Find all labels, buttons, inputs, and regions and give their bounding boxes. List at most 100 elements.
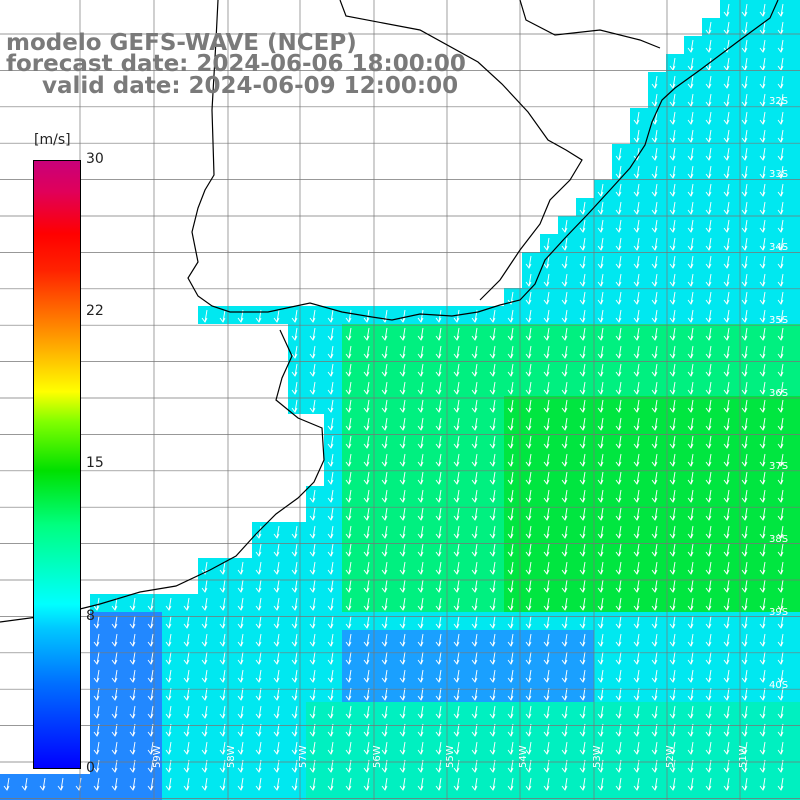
wind-speed-cell [270,774,288,792]
wind-speed-cell [720,378,738,396]
wind-speed-cell [468,306,486,324]
wind-arrow [633,453,640,467]
wind-arrow [723,327,730,341]
wind-speed-cell [486,306,504,324]
wind-speed-cell [414,432,432,450]
wind-arrow [597,777,604,791]
wind-speed-cell [756,18,774,36]
wind-speed-cell [252,756,270,774]
wind-speed-cell [720,558,738,576]
wind-speed-cell [648,306,666,324]
wind-arrow [705,237,712,251]
wind-speed-cell [342,792,360,800]
wind-speed-cell [432,558,450,576]
wind-arrow [291,309,298,323]
wind-arrow [633,183,640,197]
wind-arrow [723,705,730,719]
wind-speed-cell [612,468,630,486]
wind-speed-cell [306,702,324,720]
wind-arrow [741,165,748,179]
wind-arrow [597,273,604,287]
latitude-label: 36S [769,388,788,399]
wind-speed-cell [648,576,666,594]
wind-speed-cell [720,702,738,720]
wind-arrow [507,669,514,683]
wind-arrow [759,129,766,143]
wind-speed-cell [468,702,486,720]
wind-arrow [705,39,712,53]
wind-speed-cell [486,522,504,540]
wind-arrow [543,291,550,305]
wind-arrow [723,741,730,755]
wind-speed-cell [486,378,504,396]
wind-arrow [543,345,550,359]
wind-speed-cell [432,540,450,558]
wind-speed-cell [648,396,666,414]
wind-speed-cell [360,702,378,720]
wind-speed-cell [450,738,468,756]
wind-arrow [219,705,226,719]
wind-speed-cell [216,774,234,792]
wind-arrow [183,633,190,647]
wind-arrow [327,579,334,593]
wind-speed-cell [540,504,558,522]
wind-speed-cell [774,558,792,576]
wind-speed-cell [558,648,576,666]
wind-speed-cell [540,450,558,468]
wind-speed-cell [684,144,702,162]
wind-speed-cell [702,216,720,234]
wind-arrow [741,345,748,359]
wind-arrow [669,111,676,125]
wind-speed-cell [72,792,90,800]
wind-speed-cell [108,702,126,720]
wind-speed-cell [684,108,702,126]
wind-arrow [651,147,658,161]
wind-arrow [579,435,586,449]
wind-speed-cell [666,738,684,756]
wind-speed-cell [180,720,198,738]
wind-speed-cell [396,756,414,774]
wind-speed-cell [306,792,324,800]
wind-speed-cell [432,792,450,800]
wind-speed-cell [792,234,800,252]
wind-arrow [669,489,676,503]
wind-speed-cell [162,738,180,756]
wind-speed-cell [234,666,252,684]
wind-speed-cell [648,378,666,396]
wind-arrow [489,633,496,647]
wind-arrow [759,57,766,71]
wind-speed-cell [684,288,702,306]
wind-arrow [561,237,568,251]
wind-arrow [633,489,640,503]
wind-speed-cell [684,774,702,792]
wind-speed-cell [504,576,522,594]
wind-arrow [561,417,568,431]
wind-speed-cell [504,432,522,450]
wind-arrow [417,579,424,593]
wind-arrow [489,723,496,737]
wind-speed-cell [450,792,468,800]
wind-speed-cell [432,522,450,540]
wind-arrow [723,615,730,629]
wind-arrow [651,669,658,683]
wind-speed-cell [594,576,612,594]
wind-speed-cell [630,126,648,144]
wind-speed-cell [486,702,504,720]
wind-speed-cell [432,324,450,342]
wind-speed-cell [342,432,360,450]
wind-speed-cell [774,18,792,36]
wind-arrow [381,363,388,377]
wind-arrow [669,579,676,593]
wind-arrow [669,147,676,161]
wind-arrow [399,507,406,521]
wind-speed-cell [666,252,684,270]
wind-speed-cell [630,216,648,234]
wind-arrow [399,435,406,449]
wind-arrow [525,651,532,665]
wind-speed-cell [612,720,630,738]
wind-speed-cell [378,684,396,702]
wind-arrow [633,561,640,575]
wind-speed-cell [468,540,486,558]
wind-speed-cell [144,630,162,648]
wind-arrow [651,381,658,395]
